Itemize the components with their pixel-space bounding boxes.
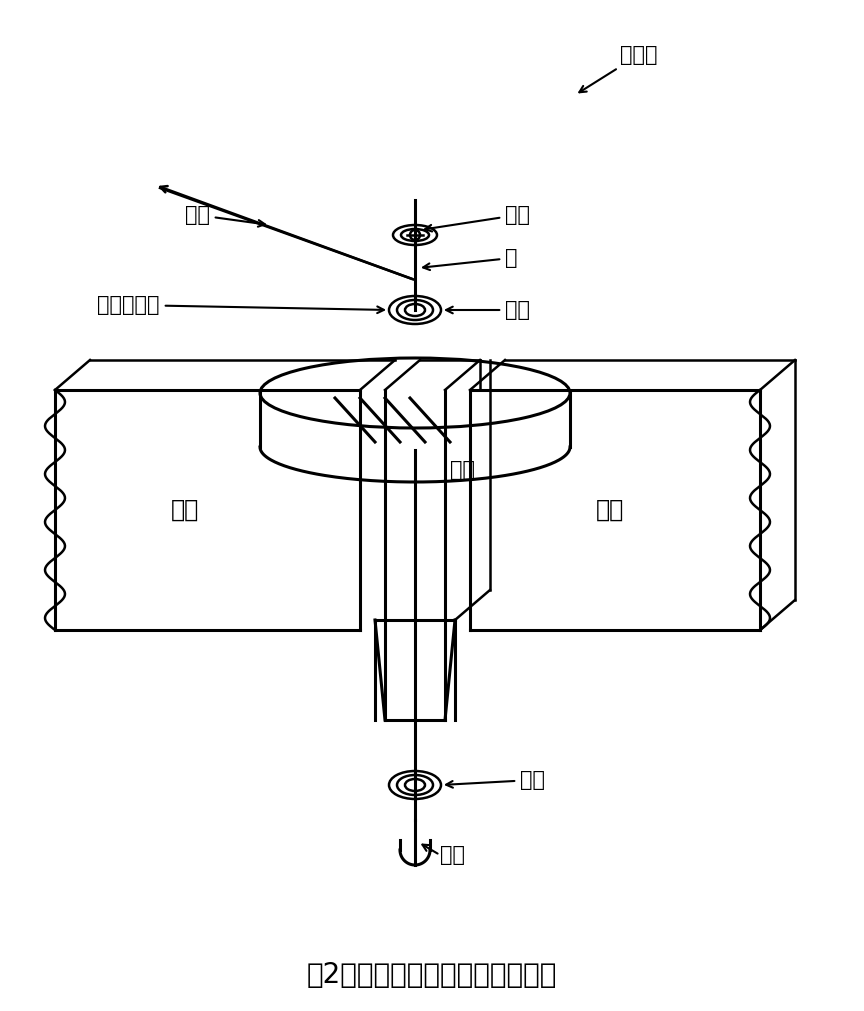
Text: 電流: 電流 (446, 770, 545, 790)
Text: 磁極: 磁極 (596, 498, 624, 522)
Text: 軸受: 軸受 (440, 845, 465, 865)
Text: 電流: 電流 (446, 300, 530, 320)
Text: コア: コア (450, 460, 475, 480)
Text: 指針: 指針 (185, 205, 265, 226)
Text: 磁極: 磁極 (171, 498, 199, 522)
Text: 可動コイル: 可動コイル (98, 295, 384, 315)
Text: 軸受: 軸受 (425, 205, 530, 232)
Text: 目盛板: 目盛板 (580, 45, 658, 92)
Text: 軸: 軸 (423, 248, 518, 270)
Text: 第2図　可動コイル形計器の構造: 第2図 可動コイル形計器の構造 (307, 961, 557, 989)
